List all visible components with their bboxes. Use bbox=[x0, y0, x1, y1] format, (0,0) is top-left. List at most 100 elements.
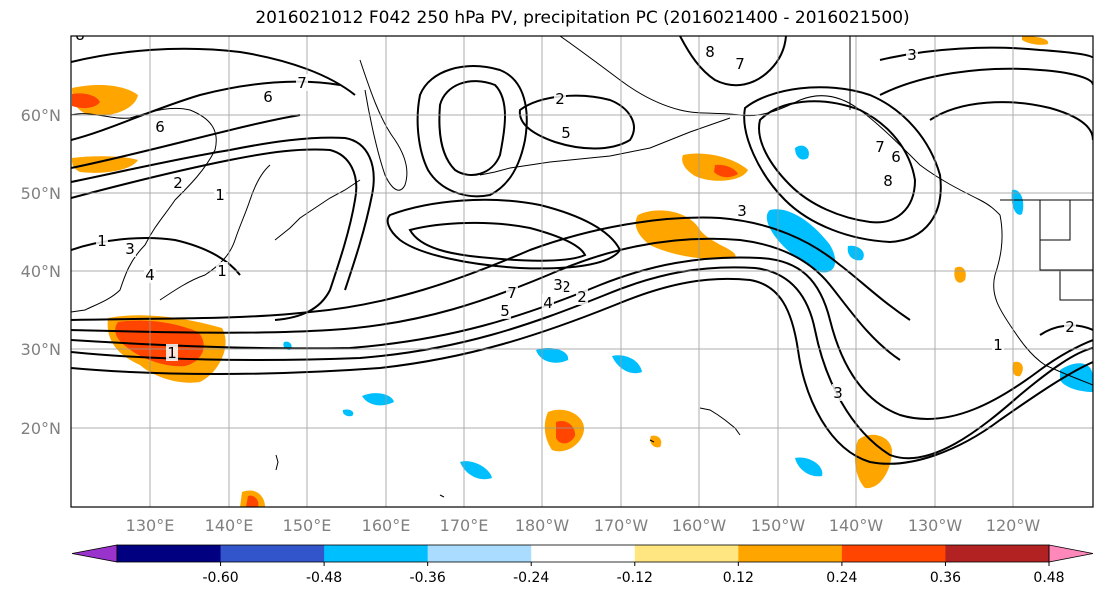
precip-negative-region bbox=[795, 145, 809, 160]
contour-label-background bbox=[734, 55, 746, 72]
precip-strong-region bbox=[246, 495, 259, 507]
contour-label-background bbox=[890, 148, 902, 165]
contour-label-background bbox=[832, 384, 844, 401]
pacific-islands bbox=[275, 439, 655, 498]
contour-label-background bbox=[542, 294, 554, 311]
contour-label-background bbox=[874, 138, 886, 155]
precip-positive-region bbox=[650, 435, 662, 448]
lat-label: 20°N bbox=[21, 419, 61, 438]
precip-strong-region bbox=[72, 93, 100, 109]
north-america-coastline bbox=[993, 214, 1093, 386]
contour-label-background bbox=[560, 124, 572, 141]
lon-label: 140°E bbox=[205, 516, 254, 535]
precip-negative-region bbox=[460, 461, 492, 480]
pv-contour-label: 3 bbox=[553, 276, 563, 294]
lat-label: 50°N bbox=[21, 184, 61, 203]
lon-label: 120°W bbox=[986, 516, 1041, 535]
kamchatka-coastline bbox=[359, 59, 408, 191]
map-title: 2016021012 F042 250 hPa PV, precipitatio… bbox=[255, 8, 910, 28]
contour-label-background bbox=[216, 262, 228, 279]
pv-contour-line bbox=[71, 256, 1093, 420]
longitude-labels: 130°E 140°E 150°E 160°E 170°E 180°W 170°… bbox=[126, 516, 1041, 535]
precip-positive-region bbox=[635, 210, 736, 260]
contour-label-background bbox=[506, 284, 518, 301]
lon-label: 170°W bbox=[594, 516, 649, 535]
pv-contour-label: 2 bbox=[1065, 318, 1075, 336]
precip-negative-region bbox=[342, 409, 354, 417]
colorbar-swatch bbox=[427, 545, 532, 562]
pv-contour-label: 2 bbox=[561, 278, 571, 296]
colorbar-tick-label: 0.36 bbox=[930, 570, 961, 586]
contour-label-background bbox=[736, 202, 748, 219]
contour-label-background bbox=[992, 336, 1004, 353]
pv-contour-label: 7 bbox=[735, 55, 745, 73]
colorbar-extend-high bbox=[1048, 544, 1094, 563]
hawaii-islands bbox=[699, 407, 741, 436]
pv-contour-line bbox=[71, 266, 1093, 460]
precip-positive-region bbox=[854, 434, 892, 489]
pv-contour-label: 1 bbox=[993, 336, 1003, 354]
precip-negative-region bbox=[766, 209, 836, 273]
contour-label-background bbox=[554, 90, 566, 107]
precip-positive-region bbox=[72, 84, 138, 116]
colorbar-swatch bbox=[324, 545, 429, 562]
pv-contour-line bbox=[71, 237, 901, 361]
lon-label: 140°W bbox=[829, 516, 884, 535]
colorbar-extend-low bbox=[71, 544, 118, 563]
contour-label-background bbox=[704, 43, 716, 60]
precip-negative-region bbox=[536, 348, 569, 363]
pv-contour-line bbox=[71, 277, 1093, 465]
pv-contour-label: 2 bbox=[173, 174, 183, 192]
coastlines bbox=[71, 36, 1093, 498]
colorbar-outline bbox=[116, 544, 1050, 563]
contour-label-background bbox=[214, 186, 226, 203]
lon-label: 150°E bbox=[283, 516, 332, 535]
contour-label-background bbox=[74, 36, 86, 43]
colorbar-swatch bbox=[738, 545, 843, 562]
aleutian-islands bbox=[479, 117, 731, 176]
contour-label-background bbox=[96, 232, 108, 249]
pv-contour-label: 7 bbox=[507, 284, 517, 302]
lat-label: 30°N bbox=[21, 340, 61, 359]
precip-positive-region bbox=[1012, 361, 1023, 377]
pv-contour-label: 2 bbox=[577, 288, 587, 306]
pv-contour-line bbox=[879, 46, 1093, 61]
pv-contour-label: 1 bbox=[167, 344, 177, 362]
colorbar-tick-label: -0.48 bbox=[306, 570, 342, 586]
contour-label-background bbox=[296, 74, 308, 91]
asia-coastline bbox=[71, 107, 217, 313]
pv-contour-label: 8 bbox=[883, 172, 893, 190]
contour-label-background bbox=[166, 344, 178, 361]
pv-contour-label: 3 bbox=[125, 240, 135, 258]
colorbar-tick-label: -0.24 bbox=[513, 570, 549, 586]
contour-label-background bbox=[906, 46, 918, 63]
pv-contour-line bbox=[416, 65, 528, 198]
colorbar-swatch bbox=[531, 545, 636, 562]
contour-label-background bbox=[1064, 318, 1076, 335]
pv-contour-line bbox=[408, 221, 587, 262]
pv-contour-label: 6 bbox=[155, 118, 165, 136]
pv-contour-label: 1 bbox=[215, 186, 225, 204]
contour-label-background bbox=[882, 172, 894, 189]
colorbar-tick-label: 0.12 bbox=[723, 570, 754, 586]
pv-contour-line bbox=[386, 198, 622, 270]
latitude-labels: 60°N 50°N 40°N 30°N 20°N bbox=[21, 106, 61, 438]
pv-contour-label: 5 bbox=[500, 302, 510, 320]
pv-contours bbox=[71, 36, 1093, 465]
precip-positive-region bbox=[1022, 36, 1049, 45]
lon-label: 160°W bbox=[672, 516, 727, 535]
pv-contour-line bbox=[71, 216, 911, 321]
colorbar-swatch bbox=[634, 545, 739, 562]
colorbar-swatch bbox=[841, 545, 946, 562]
pv-contour-label: 1 bbox=[217, 262, 227, 280]
precip-positive-region bbox=[72, 156, 138, 173]
pv-contour-label: 4 bbox=[145, 266, 155, 284]
pv-contour-line bbox=[71, 148, 358, 321]
colorbar-swatch bbox=[220, 545, 325, 562]
precip-negative-region bbox=[795, 457, 823, 477]
lat-label: 40°N bbox=[21, 262, 61, 281]
pv-contour-label: 3 bbox=[737, 202, 747, 220]
colorbar-tick-label: 0.24 bbox=[826, 570, 857, 586]
contour-label-background bbox=[552, 276, 564, 293]
